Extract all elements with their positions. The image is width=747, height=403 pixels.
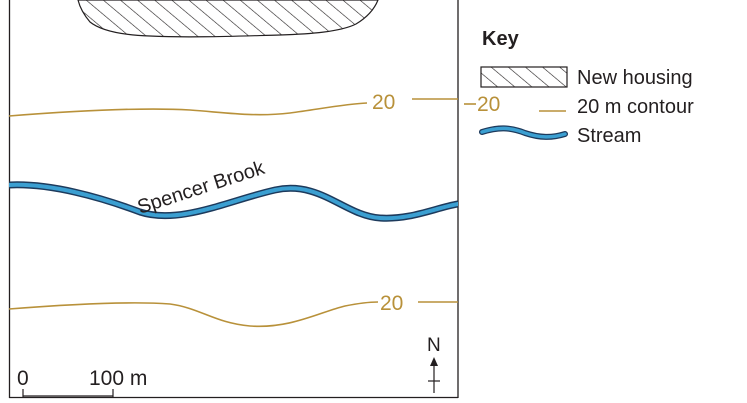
scale-bar: 0 100 m [17,367,147,397]
scale-start-label: 0 [17,367,29,390]
key-stream-label: Stream [577,125,641,147]
map-key: Key New housing 20 20 m contour Stream [464,28,694,147]
north-label: N [427,335,441,356]
contour-label-bottom: 20 [380,292,403,315]
key-stream-symbol [480,126,567,139]
north-arrow-icon [430,357,438,366]
contour-label-top: 20 [372,91,395,114]
contour-line-top [9,102,368,117]
key-title: Key [482,28,520,50]
spencer-brook-stream [9,182,458,221]
scale-end-label: 100 m [89,367,147,390]
new-housing-area [77,0,379,38]
key-contour-label: 20 m contour [577,96,694,118]
north-arrow: N [427,335,441,393]
key-housing-symbol [480,66,568,88]
map-frame [8,0,459,399]
key-housing-label: New housing [577,67,693,89]
key-contour-value: 20 [477,93,500,116]
contour-line-bottom [9,301,379,328]
